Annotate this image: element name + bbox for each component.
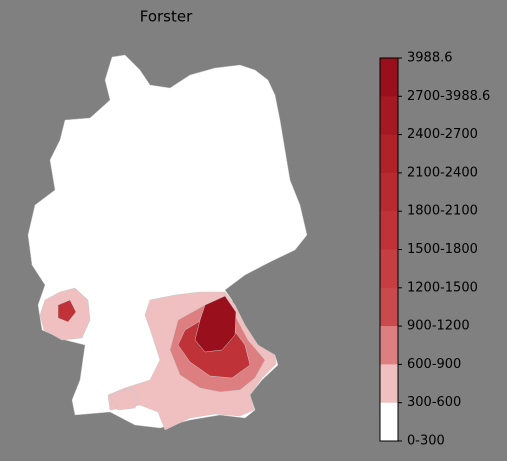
colorbar-label: 2100-2400 (407, 165, 478, 180)
colorbar-label: 900-1200 (407, 319, 470, 334)
colorbar-segment (380, 249, 398, 289)
colorbar-label: 300-600 (407, 395, 461, 410)
region-southwest (109, 387, 141, 411)
colorbar-label: 1500-1800 (407, 242, 478, 257)
region-dark (194, 295, 237, 353)
colorbar-label: 600-900 (407, 357, 461, 372)
colorbar-label: 1200-1500 (407, 280, 478, 295)
colorbar-segment (380, 172, 398, 212)
colorbar: 3988.6 2700-3988.6 2400-2700 2100-2400 1800-… (379, 51, 490, 449)
germany-map (27, 54, 308, 431)
colorbar-segment (380, 402, 398, 442)
colorbar-label: 1800-2100 (407, 204, 478, 219)
colorbar-segment (380, 96, 398, 136)
map-title: Forster (140, 8, 193, 26)
colorbar-label: 2700-3988.6 (407, 89, 490, 104)
colorbar-segment (380, 134, 398, 174)
region-west-dark (57, 299, 77, 323)
colorbar-segment (380, 211, 398, 250)
colorbar-segment (380, 326, 398, 365)
colorbar-label: 3988.6 (407, 51, 453, 66)
colorbar-segment (380, 58, 398, 97)
colorbar-label: 0-300 (407, 434, 445, 449)
colorbar-label: 2400-2700 (407, 127, 478, 142)
colorbar-segment (380, 287, 398, 327)
colorbar-segment (380, 364, 398, 404)
